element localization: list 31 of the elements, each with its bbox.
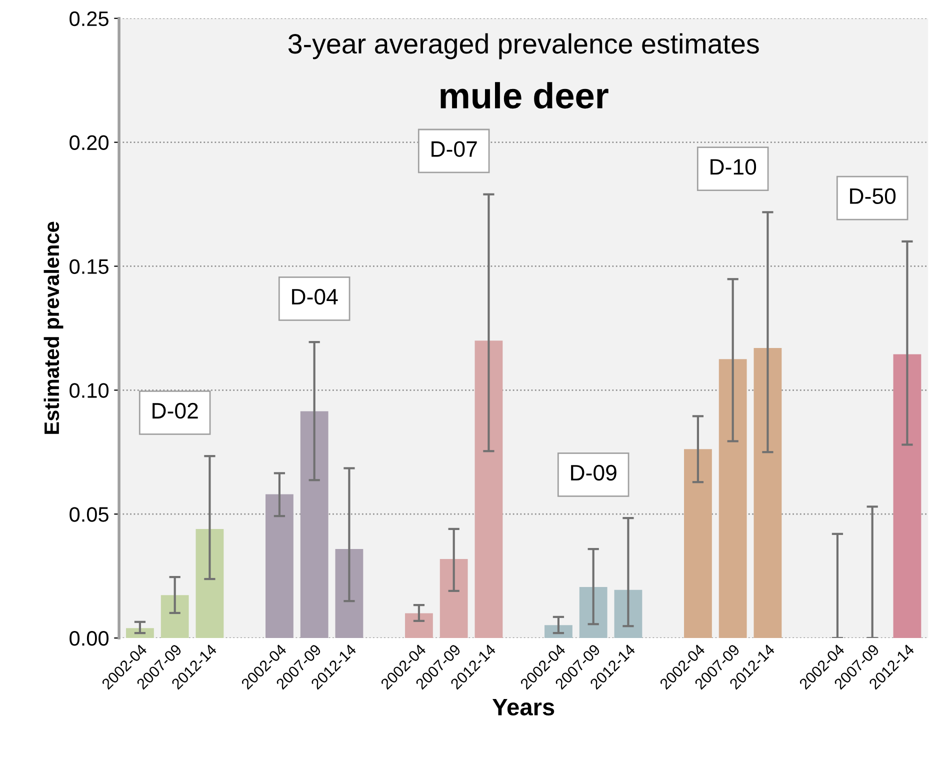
annotation: D-07	[432, 141, 477, 157]
bar	[754, 348, 782, 638]
bar	[544, 625, 572, 638]
text: 3-year averaged prevalence estimates	[288, 33, 759, 60]
annotation: D-02	[152, 402, 198, 419]
y-tick-label: 0.25	[70, 11, 108, 26]
y-tick-label: 0.10	[70, 383, 109, 398]
annotation: D-04	[292, 288, 338, 305]
bar	[893, 354, 922, 638]
x-axis-title: Years	[492, 699, 554, 716]
bar	[160, 595, 189, 638]
bar	[335, 549, 364, 638]
y-tick-label: 0.20	[70, 135, 109, 150]
y-axis-title: Estimated prevalence	[44, 222, 64, 434]
bar	[614, 590, 642, 638]
bar	[684, 449, 712, 638]
y-tick-label: 0.15	[70, 259, 108, 274]
bar	[579, 586, 608, 638]
text: mule deer	[440, 82, 608, 109]
y-tick-label: 0.00	[70, 631, 109, 646]
annotation: D-10	[710, 159, 756, 175]
bar	[196, 528, 224, 638]
bar	[266, 494, 294, 638]
bar	[300, 411, 328, 638]
bar	[474, 340, 503, 638]
y-tick-label: 0.05	[70, 507, 108, 522]
annotation: D-50	[850, 188, 896, 204]
annotation: D-09	[571, 464, 616, 481]
bar	[440, 558, 468, 638]
bar	[405, 613, 433, 638]
bar	[718, 359, 747, 638]
